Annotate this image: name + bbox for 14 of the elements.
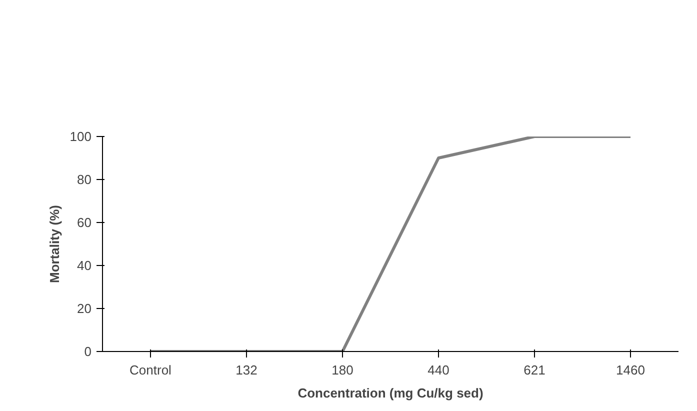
y-tick-label: 100 [70, 129, 92, 144]
y-tick-label: 80 [77, 172, 92, 187]
x-tick-label: 440 [428, 362, 450, 378]
x-tick-label: 621 [524, 362, 546, 378]
y-tick-label: 0 [84, 344, 92, 359]
x-tick-label: Control [130, 362, 172, 378]
y-tick-label: 40 [77, 258, 92, 273]
x-tick-label: 132 [236, 362, 258, 378]
y-axis-title: Mortality (%) [46, 205, 62, 283]
x-tick-label: 1460 [616, 362, 645, 378]
y-tick-label: 20 [77, 301, 92, 316]
x-axis-title: Concentration (mg Cu/kg sed) [298, 386, 484, 400]
y-tick-label: 60 [77, 215, 92, 230]
x-tick-label: 180 [332, 362, 354, 378]
